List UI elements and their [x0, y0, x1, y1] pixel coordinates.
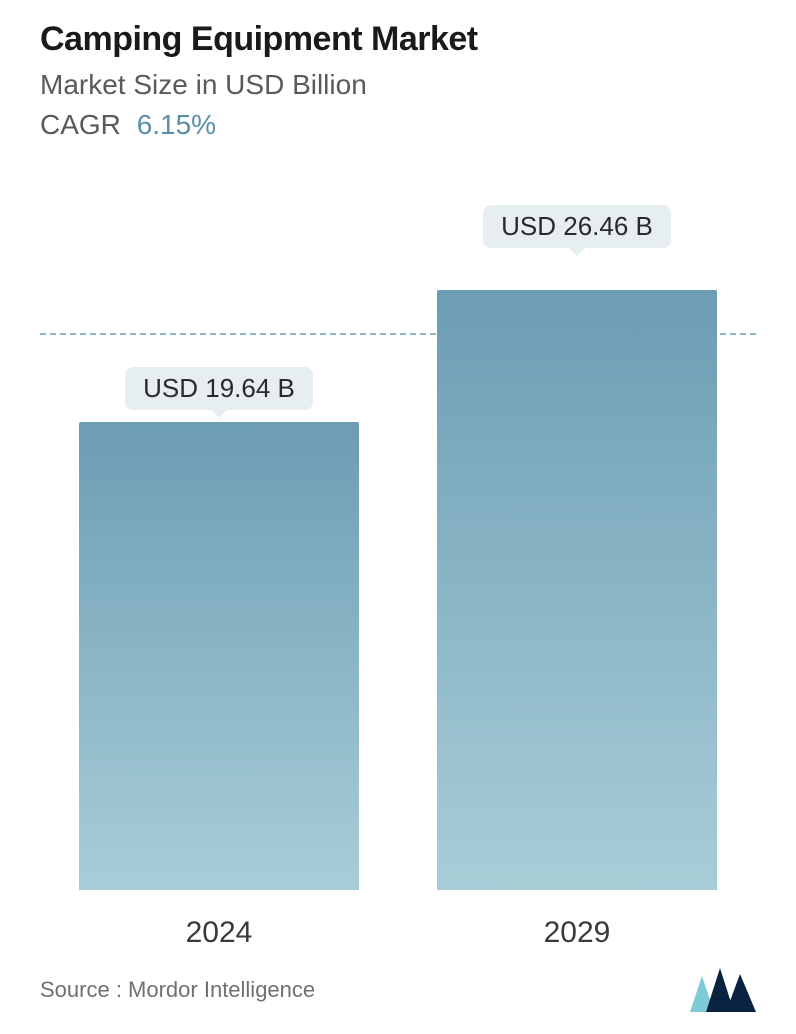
x-axis-label: 2029: [437, 916, 717, 950]
chart-container: Camping Equipment Market Market Size in …: [0, 0, 796, 1034]
cagr-value: 6.15%: [137, 109, 216, 140]
cagr-label: CAGR: [40, 109, 121, 140]
brand-logo-icon: [690, 968, 756, 1012]
chart-title: Camping Equipment Market: [40, 20, 756, 59]
bar-wrap: USD 26.46 B: [437, 290, 717, 890]
cagr-row: CAGR 6.15%: [40, 109, 756, 141]
x-axis: 2024 2029: [40, 916, 756, 950]
bars-group: USD 19.64 B USD 26.46 B: [40, 201, 756, 890]
bar: [437, 290, 717, 890]
footer: Source : Mordor Intelligence: [40, 968, 756, 1014]
chart-plot-area: USD 19.64 B USD 26.46 B 2024 2029: [40, 201, 756, 950]
source-text: Source : Mordor Intelligence: [40, 977, 315, 1003]
value-badge: USD 26.46 B: [483, 205, 671, 248]
chart-subtitle: Market Size in USD Billion: [40, 69, 756, 101]
bar-wrap: USD 19.64 B: [79, 290, 359, 890]
value-badge: USD 19.64 B: [125, 367, 313, 410]
bar: [79, 422, 359, 890]
x-axis-label: 2024: [79, 916, 359, 950]
